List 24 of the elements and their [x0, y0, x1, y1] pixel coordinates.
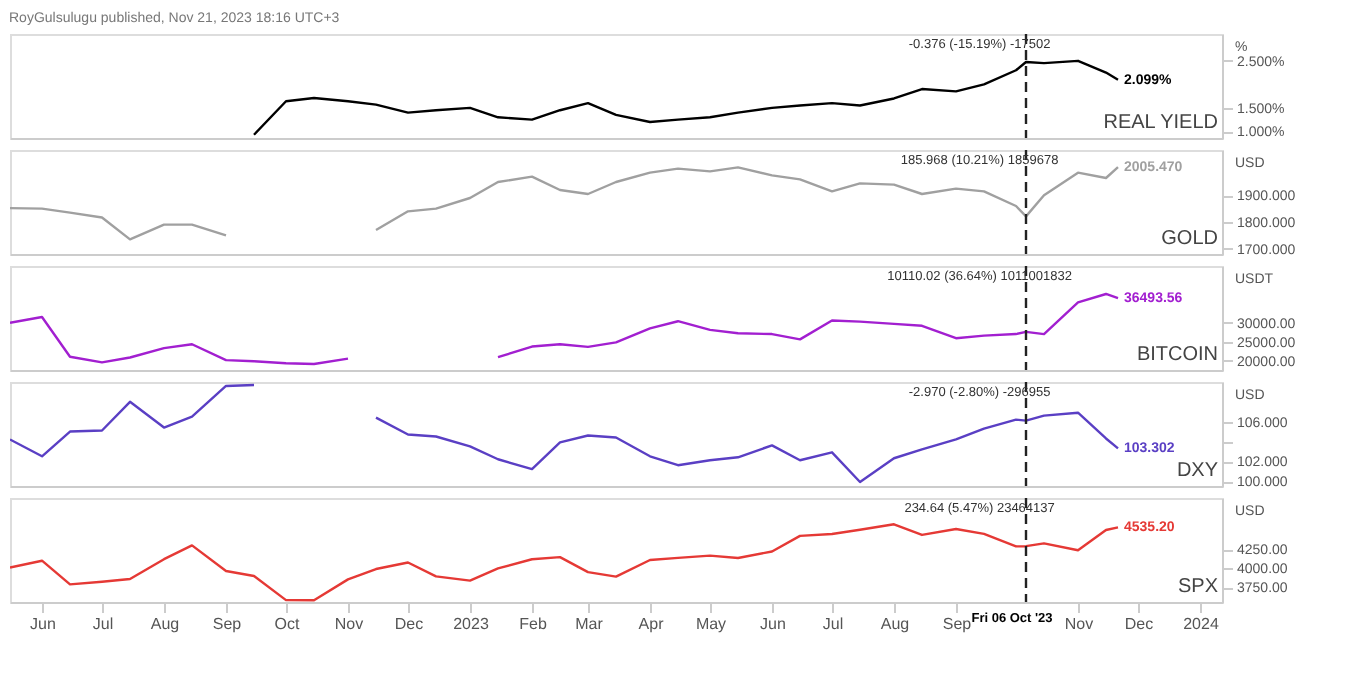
x-tick-label: Apr	[638, 615, 665, 633]
x-tick-label: Feb	[519, 615, 548, 633]
x-tick-label: Oct	[274, 615, 301, 633]
x-tick-label: Mar	[575, 615, 604, 633]
x-tick-label: Dec	[1124, 615, 1154, 633]
x-tick-label: Aug	[150, 615, 180, 633]
x-tick-label: Jun	[760, 615, 786, 633]
x-tick-label: Aug	[880, 615, 910, 633]
x-tick-label: Jul	[92, 615, 114, 633]
x-tick-label: 2024	[1183, 615, 1220, 633]
x-tick-label: Nov	[334, 615, 364, 633]
x-tick-label: 2023	[453, 615, 490, 633]
x-tick-label: Dec	[394, 615, 424, 633]
text: GOLD	[1161, 228, 1218, 250]
text: SPX	[1177, 576, 1219, 598]
x-tick-label: Sep	[212, 615, 243, 633]
text: DXY	[1176, 460, 1219, 482]
x-tick-label: Sep	[942, 615, 973, 633]
x-tick-label: May	[695, 615, 727, 633]
x-tick-label: Nov	[1064, 615, 1094, 633]
x-tick-label: Jul	[822, 615, 844, 633]
text: REAL YIELD	[1103, 112, 1218, 134]
text: BITCOIN	[1136, 344, 1218, 366]
x-tick-label: Jun	[30, 615, 56, 633]
